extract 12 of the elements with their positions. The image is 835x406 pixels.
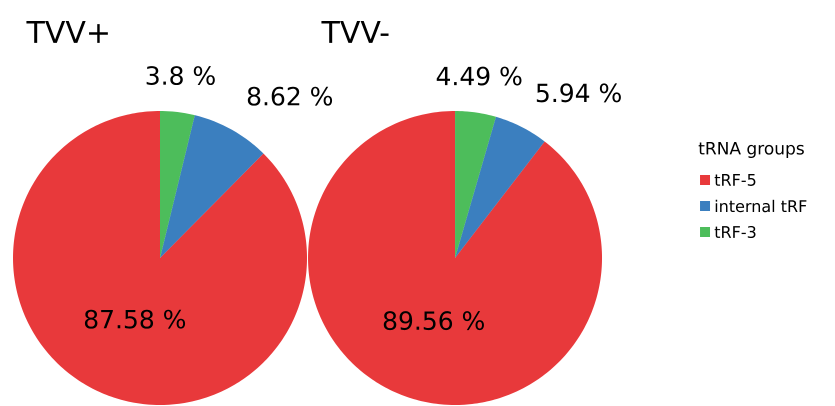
data-label: 89.56 % — [384, 311, 484, 330]
data-label: 87.58 % — [84, 310, 186, 329]
chart-title: TVV+ — [26, 21, 108, 43]
data-label: 8.62 % — [248, 86, 332, 106]
legend-label: internal tRF — [716, 200, 806, 212]
data-label: 4.49 % — [436, 66, 522, 86]
legend-title: tRNA groups — [698, 142, 804, 158]
legend-label: tRF-5 — [714, 174, 756, 186]
legend-label: tRF-3 — [714, 226, 756, 238]
data-label: 5.94 % — [536, 83, 621, 102]
data-label: 3.8 % — [146, 66, 215, 86]
chart-title: TVV- — [321, 21, 389, 43]
